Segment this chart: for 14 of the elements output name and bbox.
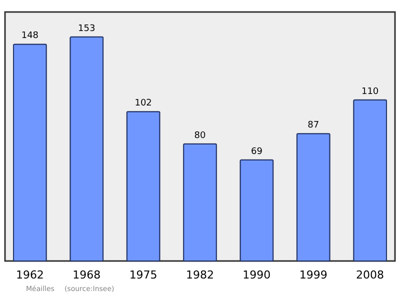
x-tick-label: 2008 [356,268,384,282]
data-label: 102 [134,98,152,109]
data-label: 69 [250,146,263,157]
x-tick-label: 1968 [72,268,101,282]
x-tick-label: 1982 [186,268,214,282]
x-tick-label: 1999 [299,268,328,282]
x-tick-label: 1975 [129,268,158,282]
data-label: 80 [194,130,206,141]
x-tick-label: 1962 [16,268,44,282]
data-label: 87 [308,120,320,131]
data-label: 110 [361,86,379,97]
data-label: 148 [21,31,39,42]
x-tick-label: 1990 [242,268,271,282]
data-label: 153 [78,24,96,34]
